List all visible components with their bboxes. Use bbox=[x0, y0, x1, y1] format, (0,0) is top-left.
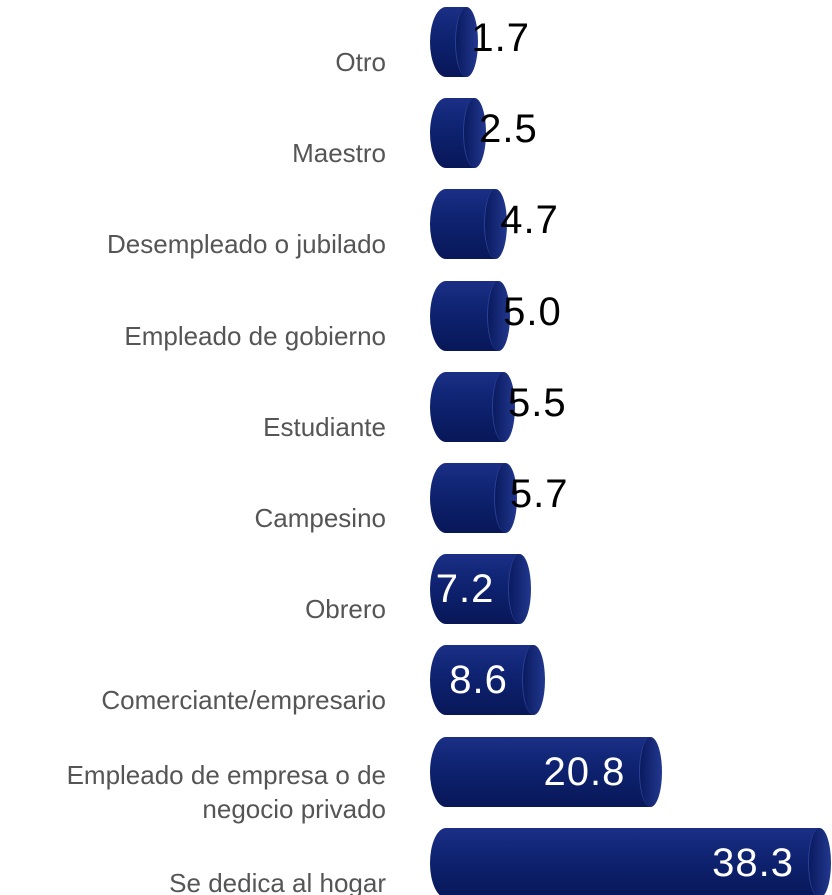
category-label: Maestro bbox=[292, 138, 386, 169]
bar-cap bbox=[493, 463, 517, 533]
category-label: Empleado de empresa o de negocio privado bbox=[66, 759, 386, 824]
bar bbox=[430, 371, 503, 442]
value-label: 8.6 bbox=[449, 658, 508, 703]
category-label: Campesino bbox=[254, 503, 386, 533]
bar-cap bbox=[508, 554, 532, 625]
bar bbox=[430, 645, 533, 716]
category-label: Comerciante/empresario bbox=[101, 685, 386, 716]
bar-cap bbox=[463, 98, 487, 169]
bar bbox=[430, 554, 520, 625]
bar-cap bbox=[521, 645, 545, 716]
value-label: 7.2 bbox=[435, 567, 495, 612]
value-label: 4.7 bbox=[500, 198, 559, 243]
value-label: 5.7 bbox=[509, 472, 569, 516]
value-label: 1.7 bbox=[471, 16, 530, 60]
bar-cap bbox=[491, 371, 515, 442]
bar-cap bbox=[455, 7, 479, 77]
bar bbox=[430, 736, 651, 807]
value-label: 5.0 bbox=[503, 289, 562, 334]
bar-cap bbox=[487, 280, 511, 351]
bar-cap bbox=[484, 189, 508, 260]
value-label: 38.3 bbox=[712, 840, 794, 885]
bar bbox=[430, 463, 505, 533]
category-label: Obrero bbox=[305, 594, 386, 625]
category-label: Empleado de gobierno bbox=[124, 320, 386, 351]
value-label: 20.8 bbox=[543, 749, 626, 794]
category-label: Desempleado o jubilado bbox=[107, 229, 386, 260]
bar-cap bbox=[808, 827, 831, 895]
value-label: 2.5 bbox=[479, 107, 538, 152]
value-label: 5.5 bbox=[507, 380, 567, 425]
category-label: Otro bbox=[335, 47, 386, 77]
bar-cap bbox=[639, 736, 663, 807]
bar bbox=[430, 827, 819, 895]
category-label: Se dedica al hogar bbox=[169, 867, 386, 895]
category-label: Estudiante bbox=[263, 411, 386, 442]
